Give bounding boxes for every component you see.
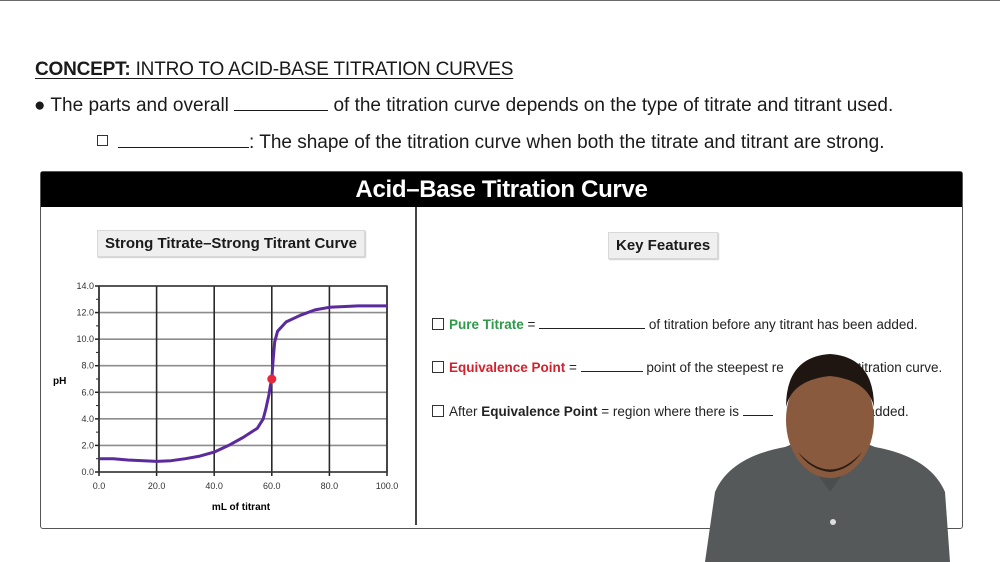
presenter-beard [798,452,862,472]
bullet-dot: ● [34,95,46,116]
bullet-1-text-after: of the titration curve depends on the ty… [328,95,894,116]
feature-term: Equivalence Point [449,360,566,375]
checkbox-icon [432,405,444,418]
svg-text:0.0: 0.0 [81,467,94,477]
feature-blank [580,360,643,372]
bullet-1-text-before: The parts and overall [45,95,235,116]
panel-divider [415,207,417,525]
feature-term: Pure Titrate [449,317,524,332]
bullet-line-1: ● The parts and overall of the titration… [34,95,893,117]
y-axis-label: pH [53,376,66,387]
checkbox-icon [432,318,444,331]
fill-in-blank-2 [118,133,249,148]
feature-blank [539,317,646,329]
svg-text:2.0: 2.0 [81,440,94,450]
key-features-heading: Key Features [608,232,719,259]
checkbox-icon [432,361,444,374]
svg-text:6.0: 6.0 [81,387,94,397]
equivalence-point-marker [267,374,277,384]
concept-label: CONCEPT: [35,59,131,80]
svg-text:8.0: 8.0 [81,361,94,371]
svg-text:80.0: 80.0 [321,481,339,491]
feature-text: of titration before any titrant has been… [645,317,918,332]
concept-heading: CONCEPT: INTRO TO ACID-BASE TITRATION CU… [35,59,513,81]
feature-text: = region where there is [597,404,743,419]
panel-title: Acid–Base Titration Curve [41,172,962,207]
svg-text:4.0: 4.0 [81,414,94,424]
svg-text:60.0: 60.0 [263,481,281,491]
chart-axes: 0.0 2.0 4.0 6.0 8.0 10.0 12.0 14.0 0.0 20.0 40.0 60… [76,281,398,491]
presenter-hair [786,354,874,407]
concept-title: INTRO TO ACID-BASE TITRATION CURVES [130,59,514,80]
presenter-video-overlay [705,354,950,562]
feature-equals: = [523,317,540,332]
svg-text:10.0: 10.0 [76,334,94,344]
feature-prefix: After [449,404,482,419]
titration-curve [99,304,387,463]
feature-equivalence-point: Equivalence Point = point of the steepes… [432,360,942,375]
svg-text:14.0: 14.0 [76,281,94,291]
checkbox-icon [97,135,108,147]
svg-text:20.0: 20.0 [148,481,166,491]
chart-grid [98,285,388,473]
bullet-line-2: : The shape of the titration curve when … [97,132,884,154]
svg-text:40.0: 40.0 [205,481,223,491]
presenter-shirt [705,437,950,562]
feature-equals: = [565,360,581,375]
bullet-2-text: : The shape of the titration curve when … [249,132,885,153]
fill-in-blank-1 [234,96,329,111]
presenter-face [786,362,874,478]
left-heading: Strong Titrate–Strong Titrant Curve [97,230,365,257]
feature-text-end: titration curve. [853,360,943,375]
svg-text:0.0: 0.0 [93,481,106,491]
x-axis-label: mL of titrant [212,502,271,513]
svg-text:100.0: 100.0 [376,481,399,491]
feature-blank [742,404,773,416]
top-border [0,0,1000,1]
feature-text: point of the steepest re [642,360,784,375]
feature-term: Equivalence Point [481,404,598,419]
svg-text:12.0: 12.0 [76,308,94,318]
shirt-button [830,519,836,525]
feature-pure-titrate: Pure Titrate = of titration before any t… [432,317,918,332]
